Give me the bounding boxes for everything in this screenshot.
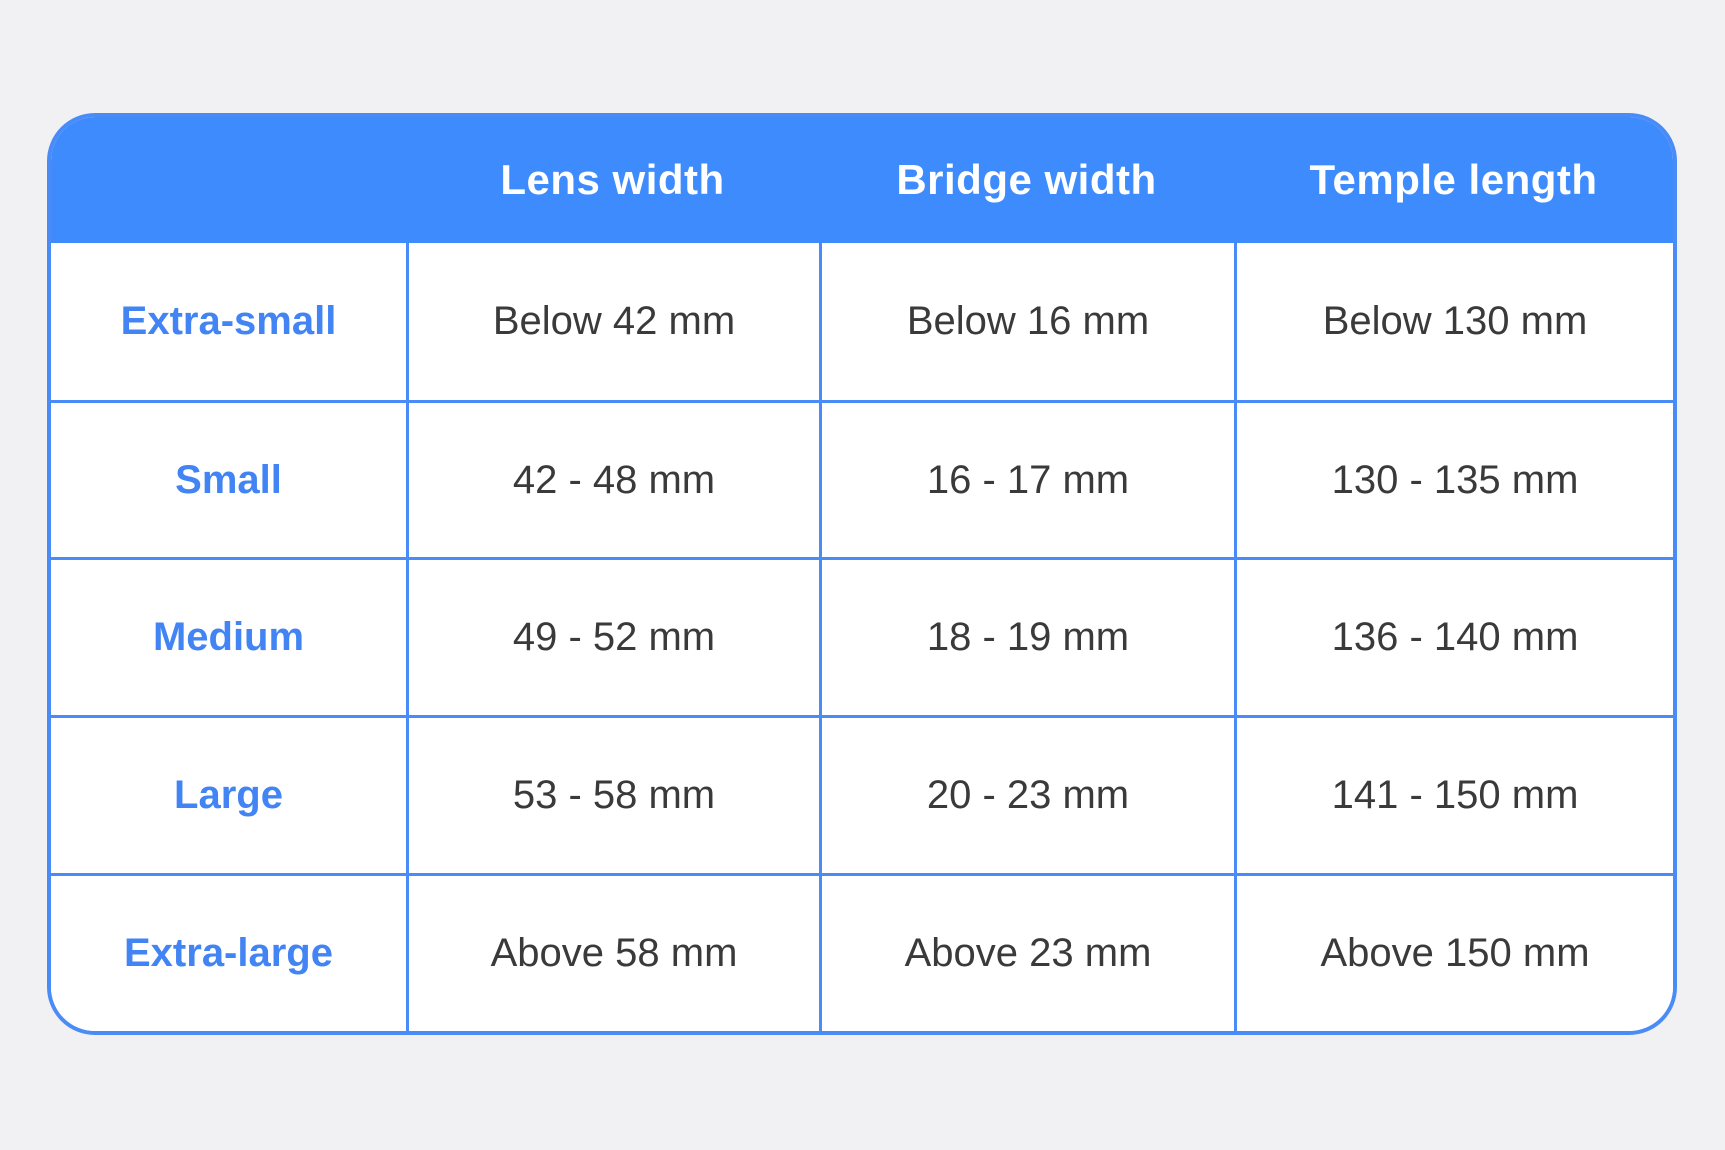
table-row-small: Small 42 - 48 mm 16 - 17 mm 130 - 135 mm (51, 400, 1673, 557)
table-cell: 141 - 150 mm (1234, 715, 1673, 873)
table-cell: 130 - 135 mm (1234, 400, 1673, 557)
header-row: Lens width Bridge width Temple length (51, 117, 1673, 243)
row-label: Extra-small (51, 243, 406, 400)
table-cell: 42 - 48 mm (406, 400, 819, 557)
table-row-extra-small: Extra-small Below 42 mm Below 16 mm Belo… (51, 243, 1673, 400)
header-corner-cell (51, 117, 406, 243)
table-cell: Below 16 mm (819, 243, 1234, 400)
header-bridge-width: Bridge width (896, 156, 1157, 203)
row-label: Large (51, 715, 406, 873)
table-cell: Above 23 mm (819, 873, 1234, 1031)
table-cell: 18 - 19 mm (819, 557, 1234, 715)
table-cell: 136 - 140 mm (1234, 557, 1673, 715)
row-label: Small (51, 400, 406, 557)
table-cell: 20 - 23 mm (819, 715, 1234, 873)
table-row-medium: Medium 49 - 52 mm 18 - 19 mm 136 - 140 m… (51, 557, 1673, 715)
table-cell: Above 58 mm (406, 873, 819, 1031)
header-temple-length: Temple length (1309, 156, 1598, 203)
header-lens-width: Lens width (500, 156, 725, 203)
table-row-large: Large 53 - 58 mm 20 - 23 mm 141 - 150 mm (51, 715, 1673, 873)
table-cell: 16 - 17 mm (819, 400, 1234, 557)
table-cell: 49 - 52 mm (406, 557, 819, 715)
table-row-extra-large: Extra-large Above 58 mm Above 23 mm Abov… (51, 873, 1673, 1031)
table-cell: Below 130 mm (1234, 243, 1673, 400)
table-cell: 53 - 58 mm (406, 715, 819, 873)
row-label: Medium (51, 557, 406, 715)
table-cell: Below 42 mm (406, 243, 819, 400)
row-label: Extra-large (51, 873, 406, 1031)
table-cell: Above 150 mm (1234, 873, 1673, 1031)
frame-size-table: Lens width Bridge width Temple length Ex… (47, 113, 1677, 1035)
